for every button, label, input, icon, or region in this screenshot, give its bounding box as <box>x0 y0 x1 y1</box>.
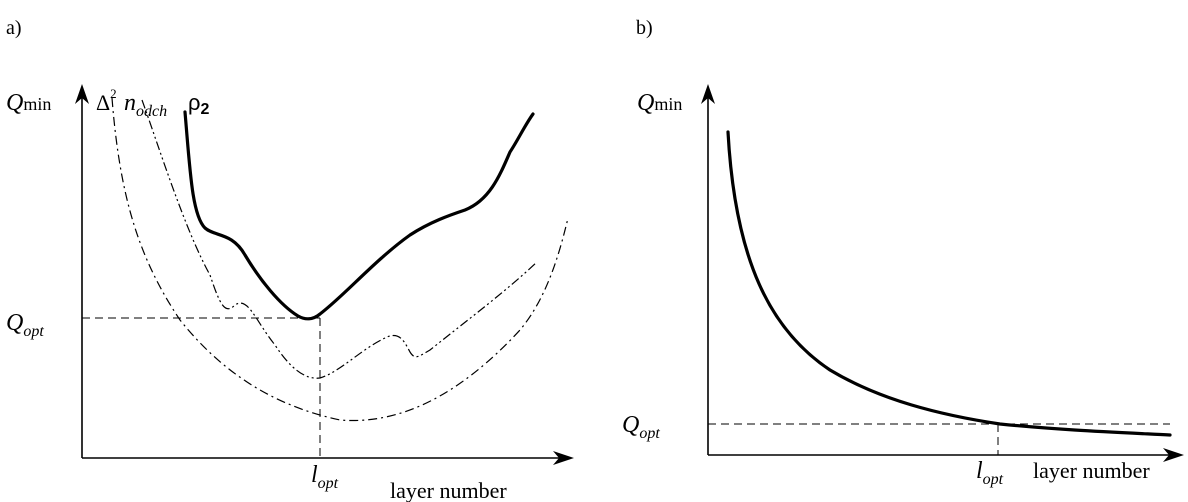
panel-a-x-arrowhead <box>553 451 574 465</box>
panel-a: a) Qmin Δ2 nodch ρ2 Qopt <box>6 17 574 502</box>
panel-a-y-axis-label: Qmin <box>6 90 51 116</box>
panel-a-y-arrowhead <box>75 84 89 104</box>
panel-a-l-opt-label: lopt <box>311 462 339 492</box>
panel-b-x-axis-label: layer number <box>1033 458 1150 483</box>
curve-delta-squared <box>111 97 569 422</box>
panel-a-x-axis-label: layer number <box>390 478 507 502</box>
curve-decay <box>726 130 1172 437</box>
curve-label-delta-squared: Δ2 <box>96 86 117 115</box>
curve-label-rho2: ρ2 <box>188 90 210 118</box>
panel-b: b) Qmin Qopt lopt layer number <box>622 17 1184 488</box>
panel-a-label: a) <box>6 17 22 39</box>
curve-rho2 <box>183 110 535 321</box>
panel-b-x-arrowhead <box>1163 448 1184 462</box>
panel-b-q-opt-label: Qopt <box>622 412 660 442</box>
panel-b-l-opt-label: lopt <box>976 458 1004 488</box>
panel-b-y-axis-label: Qmin <box>637 90 682 116</box>
panel-b-y-arrowhead <box>701 84 715 104</box>
panel-b-label: b) <box>636 17 653 39</box>
curve-n-odch <box>141 99 538 379</box>
panel-a-q-opt-label: Qopt <box>6 310 44 340</box>
curve-label-n-odch: nodch <box>124 90 167 120</box>
